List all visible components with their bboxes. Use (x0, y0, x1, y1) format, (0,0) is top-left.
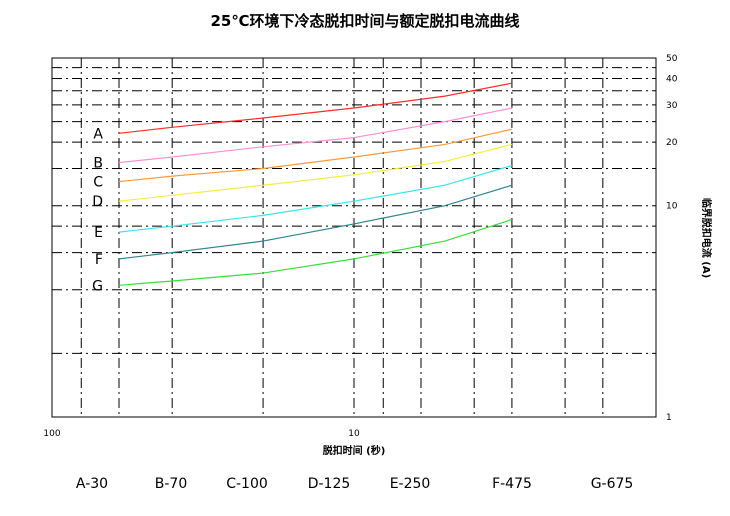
y-tick-20: 20 (666, 138, 678, 148)
legend-row: A-30 B-70 C-100 D-125 E-250 F-475 G-675 (76, 476, 633, 492)
legend-item-2: C-100 (226, 476, 268, 492)
series-label-c: C (93, 175, 103, 191)
series-curve-d (118, 143, 513, 202)
x-axis-label: 脱扣时间 (秒) (323, 444, 386, 457)
series-label-g: G (92, 278, 103, 294)
y-tick-40: 40 (666, 74, 678, 84)
series-label-d: D (92, 194, 103, 210)
x-tick-100: 100 (43, 429, 60, 439)
series-curve-g (118, 218, 513, 286)
legend-item-1: B-70 (155, 476, 187, 492)
plot-frame (51, 57, 657, 418)
series-curve-e (118, 164, 513, 233)
series-curve-a (118, 82, 513, 134)
y-tick-10: 10 (666, 202, 678, 212)
gridlines (52, 58, 656, 417)
series-curve-b (118, 107, 513, 164)
series-curve-c (118, 128, 513, 183)
legend-item-4: E-250 (390, 476, 431, 492)
y-tick-1: 1 (666, 413, 672, 423)
chart-title: 25℃环境下冷态脱扣时间与额定脱扣电流曲线 (210, 12, 519, 30)
series-label-f: F (95, 252, 103, 268)
y-tick-30: 30 (666, 101, 678, 111)
series-label-a: A (93, 126, 103, 142)
series-label-e: E (94, 225, 103, 241)
x-axis-ticks: 100 10 (43, 429, 360, 439)
legend-item-5: F-475 (492, 476, 532, 492)
series-label-b: B (93, 156, 103, 172)
series-curve-f (118, 184, 513, 260)
y-tick-50: 50 (666, 54, 678, 64)
legend-item-3: D-125 (308, 476, 351, 492)
x-tick-10: 10 (348, 429, 360, 439)
series-curves (118, 82, 513, 286)
y-axis-label: 临界脱扣电流 (A) (700, 198, 713, 278)
legend-item-6: G-675 (591, 476, 634, 492)
y-axis-ticks: 50 40 30 20 10 1 (666, 54, 678, 423)
legend-item-0: A-30 (76, 476, 108, 492)
